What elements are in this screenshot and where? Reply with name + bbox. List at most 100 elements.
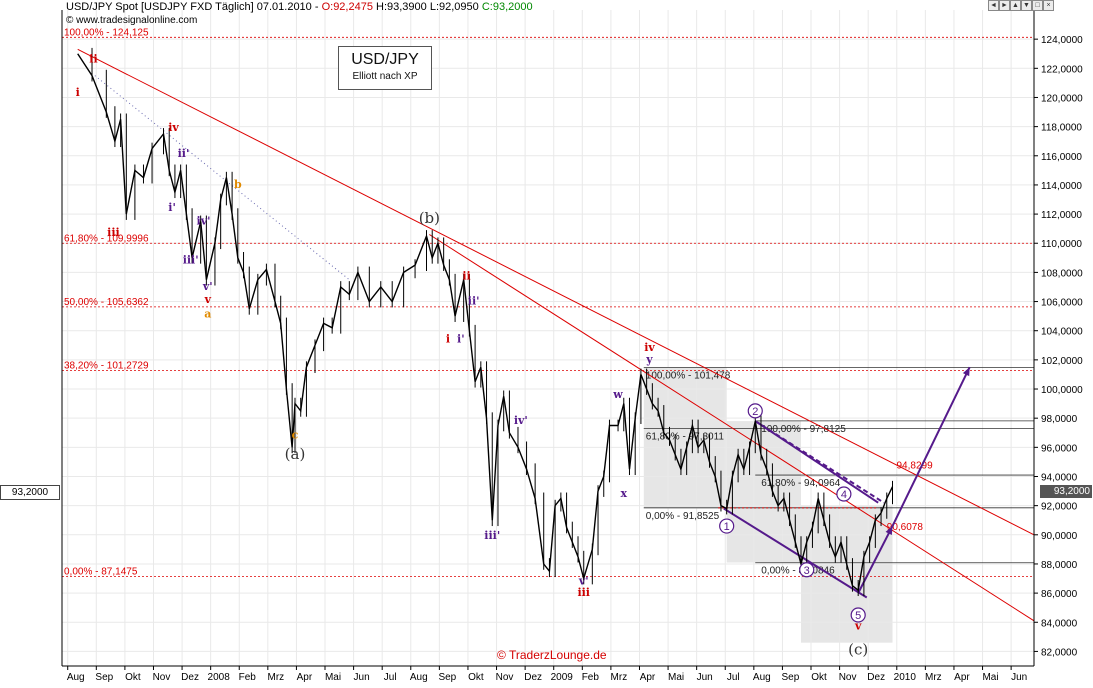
wave-label: ii' (468, 294, 480, 307)
wave-label-major: (c) (848, 640, 868, 658)
window-button[interactable]: ◄ (988, 0, 999, 11)
x-tick-label: Mrz (267, 672, 284, 683)
x-tick-label: Apr (954, 672, 970, 683)
trend-line-upper (77, 48, 1035, 536)
elliott-wave-markup: (a)(b)(c)iiiiiiivvbaci'ii'iii'iv'v'iiii'… (76, 52, 869, 658)
purple-channel-dashed (754, 420, 885, 504)
wave-label: i (446, 332, 450, 345)
current-price-tag-left: 93,2000 (0, 485, 60, 500)
y-tick-label: 102,0000 (1041, 356, 1083, 367)
x-tick-label: Apr (640, 672, 656, 683)
chart-header: USD/JPY Spot [USDJPY FXD Täglich] 07.01.… (66, 1, 533, 13)
wave-label: c (292, 429, 299, 442)
window-button[interactable]: ▼ (1021, 0, 1032, 11)
y-tick-label: 122,0000 (1041, 64, 1083, 75)
x-tick-label: Mrz (925, 672, 942, 683)
wave-label: i (76, 86, 80, 99)
wave-circle-label: 2 (752, 406, 758, 418)
window-button[interactable]: × (1043, 0, 1054, 11)
x-tick-label: Mai (325, 672, 341, 683)
y-tick-label: 90,0000 (1041, 531, 1078, 542)
fib-label-right: 100,00% - 101,478 (646, 370, 731, 381)
wave-circle-label: 3 (804, 565, 810, 577)
fib-label: 61,80% - 109,9996 (64, 233, 149, 244)
x-tick-label: Nov (153, 672, 171, 683)
y-tick-label: 96,0000 (1041, 443, 1078, 454)
x-tick-label: Nov (839, 672, 857, 683)
wave-label: iv (168, 121, 179, 134)
wave-label-major: (b) (419, 209, 440, 227)
wave-label: w (612, 388, 623, 401)
window-button[interactable]: ▲ (1010, 0, 1021, 11)
y-tick-label: 82,0000 (1041, 647, 1078, 658)
x-tick-label: Aug (67, 672, 85, 683)
wave-label: a (204, 308, 211, 321)
x-tick-label: Feb (582, 672, 600, 683)
y-tick-label: 120,0000 (1041, 93, 1083, 104)
projection-arrow-short-head (885, 526, 893, 536)
window-button[interactable]: ► (999, 0, 1010, 11)
wave-label: i' (168, 201, 176, 214)
fib-label: 38,20% - 101,2729 (64, 360, 149, 371)
y-tick-label: 114,0000 (1041, 181, 1082, 192)
fibonacci-levels: 100,00% - 124,125 61,80% - 109,9996 50,00%… (62, 27, 1034, 577)
fib-label: 0,00% - 87,1475 (64, 566, 138, 577)
x-tick-label: Jul (727, 672, 740, 683)
x-tick-label: Mai (982, 672, 998, 683)
wave-label: x (620, 487, 627, 500)
projection-arrow-long (891, 366, 971, 527)
wave-label: i' (457, 332, 465, 345)
wave-label: iii (577, 586, 590, 599)
y-tick-label: 104,0000 (1041, 327, 1083, 338)
y-tick-label: 112,0000 (1041, 210, 1082, 221)
y-tick-label: 92,0000 (1041, 502, 1078, 513)
wave-circle-label: 1 (724, 521, 730, 533)
y-tick-label: 118,0000 (1041, 123, 1082, 134)
x-tick-label: Dez (524, 672, 542, 683)
x-tick-label: Sep (782, 672, 800, 683)
projection-arrow-long-head (962, 367, 970, 377)
wave-label: b (234, 178, 242, 191)
y-tick-label: 84,0000 (1041, 618, 1078, 629)
fib-label-right: 61,80% - 97,3011 (646, 431, 725, 442)
wave-label: ii (462, 270, 470, 283)
x-tick-label: Sep (438, 672, 456, 683)
y-tick-label: 98,0000 (1041, 414, 1078, 425)
x-tick-label: Nov (496, 672, 514, 683)
x-tick-label: 2009 (551, 672, 574, 683)
correction-zones (643, 367, 893, 643)
y-tick-label: 88,0000 (1041, 560, 1078, 571)
y-tick-label: 108,0000 (1041, 268, 1083, 279)
fib-label-right2: 61,80% - 94,0964 (761, 478, 840, 489)
wave-label: v' (578, 574, 589, 587)
wave-label: iv' (197, 214, 211, 227)
wave-circle-label: 4 (841, 489, 847, 501)
price-series (77, 47, 894, 597)
zone-2 (726, 421, 802, 563)
wave-label: iii' (183, 254, 199, 267)
current-price-tag: 93,2000 (1040, 485, 1092, 498)
x-tick-label: Dez (867, 672, 885, 683)
wave-label: iv' (514, 414, 528, 427)
x-tick-label: Sep (95, 672, 113, 683)
wave-label: v' (202, 280, 213, 293)
x-tick-label: Apr (297, 672, 313, 683)
high-value: H:93,3900 (376, 1, 427, 13)
axes: 82,0000 84,0000 86,0000 88,0000 90,0000 92,00… (61, 10, 1083, 683)
y-tick-label: 110,0000 (1041, 239, 1082, 250)
wave-circle-label: 5 (855, 610, 861, 622)
x-tick-label: 2010 (894, 672, 917, 683)
wave-circle (836, 486, 852, 502)
x-tick-label: Okt (811, 672, 827, 683)
wave-label: iii (107, 226, 120, 239)
window-button[interactable]: □ (1032, 0, 1043, 11)
titlebox-line2: Elliott nach XP (352, 71, 418, 82)
y-tick-label: 86,0000 (1041, 589, 1078, 600)
wave-circle (747, 403, 763, 419)
open-value: O:92,2475 (321, 1, 373, 13)
zone-1 (643, 367, 727, 509)
fib-label-right2: 100,00% - 97,8125 (761, 424, 846, 435)
copyright-line: © www.tradesignalonline.com (66, 15, 198, 26)
wave-circle (719, 518, 735, 534)
